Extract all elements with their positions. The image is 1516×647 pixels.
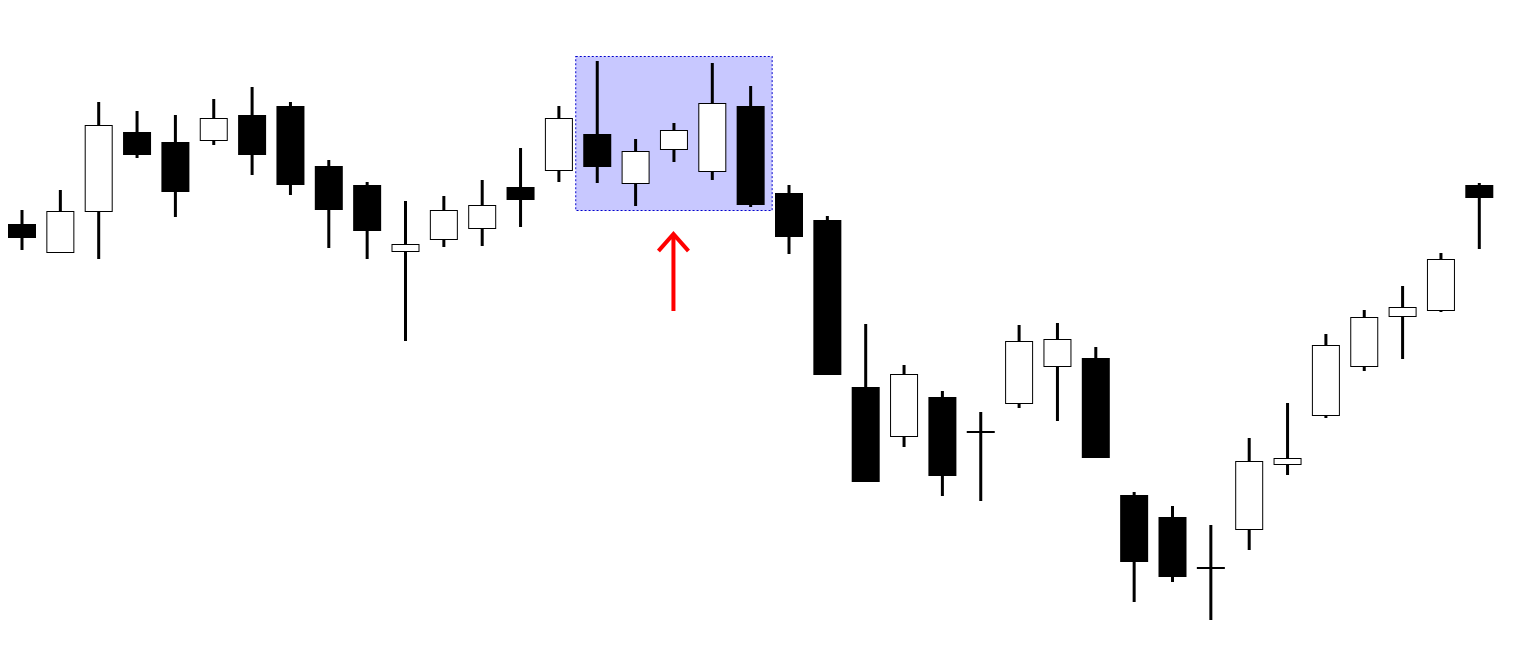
annotation-arrow-up-icon xyxy=(656,230,690,311)
candle xyxy=(659,123,688,162)
candle xyxy=(1081,347,1110,458)
candle xyxy=(1196,525,1225,620)
candle xyxy=(123,111,152,158)
candle xyxy=(775,185,803,254)
candle-body-bullish xyxy=(1388,307,1417,317)
candle xyxy=(851,324,880,482)
candle-body-bullish xyxy=(199,118,228,141)
candle xyxy=(736,86,765,207)
candle xyxy=(506,148,535,227)
candle xyxy=(698,63,727,180)
candle-body-bullish xyxy=(1311,345,1340,416)
candle-body-bearish xyxy=(583,134,612,167)
candle-body-bearish xyxy=(161,142,190,192)
candle-body-bearish xyxy=(928,397,957,476)
candle-body-bearish xyxy=(123,132,152,155)
candle xyxy=(161,115,190,217)
candle xyxy=(813,216,842,375)
candle xyxy=(890,365,919,447)
candle xyxy=(468,180,497,246)
candle xyxy=(84,102,113,259)
candle xyxy=(1426,253,1455,312)
candle xyxy=(1043,323,1072,421)
candle xyxy=(1120,492,1149,602)
candle-body-bearish xyxy=(1081,358,1110,458)
candle-body-bullish xyxy=(621,151,650,184)
candle-body-bullish xyxy=(468,205,497,229)
arrow-head xyxy=(656,230,690,253)
candle xyxy=(1388,286,1417,359)
candle xyxy=(1273,403,1302,475)
candle-body-bullish xyxy=(1235,461,1264,530)
candle-body-bearish xyxy=(736,106,765,205)
candle xyxy=(8,210,36,250)
candle xyxy=(391,201,420,341)
candle-body-bullish xyxy=(1043,339,1072,367)
candle-body-bearish xyxy=(8,224,36,238)
candle xyxy=(583,61,612,183)
candle-body-bearish xyxy=(1120,495,1149,562)
candle xyxy=(1350,310,1379,371)
candle-body-bearish xyxy=(775,193,803,237)
candle-body-bearish xyxy=(813,220,842,375)
candle-body-bearish xyxy=(353,185,382,231)
candle-body-bullish xyxy=(698,103,727,172)
candle xyxy=(1005,325,1034,408)
candle xyxy=(429,196,458,247)
candle xyxy=(1465,183,1494,249)
candle xyxy=(199,99,228,145)
candle-body-bullish xyxy=(1005,341,1034,404)
candle xyxy=(353,182,382,259)
candle-body-bearish xyxy=(1158,517,1187,577)
candle-body-bearish xyxy=(276,106,305,185)
candle-body-bearish xyxy=(506,187,535,200)
candle xyxy=(314,160,343,248)
candle-body-bullish xyxy=(391,244,420,252)
candle xyxy=(966,412,995,501)
candle-body-bearish xyxy=(1465,185,1494,198)
candle-body-bullish xyxy=(1426,259,1455,311)
candle xyxy=(46,190,75,253)
candle-body-bearish xyxy=(314,166,343,210)
candle xyxy=(928,391,957,496)
candle xyxy=(621,139,650,206)
candle-body-bullish xyxy=(429,210,458,240)
candle-body-bearish xyxy=(851,387,880,482)
candle xyxy=(544,106,573,182)
candle xyxy=(276,102,305,195)
candle-body-bullish xyxy=(659,130,688,150)
candle xyxy=(238,87,267,175)
candle-body-bullish xyxy=(1350,317,1379,367)
candle-body-bullish xyxy=(84,125,113,212)
candle xyxy=(1158,506,1187,582)
candle-body-bullish xyxy=(544,118,573,171)
candle xyxy=(1235,438,1264,550)
candle-body-bearish xyxy=(238,115,267,155)
candle-body-bullish xyxy=(46,211,75,253)
candle xyxy=(1311,334,1340,418)
candle-body-bullish xyxy=(1273,458,1302,465)
candle-body-bullish xyxy=(890,374,919,437)
